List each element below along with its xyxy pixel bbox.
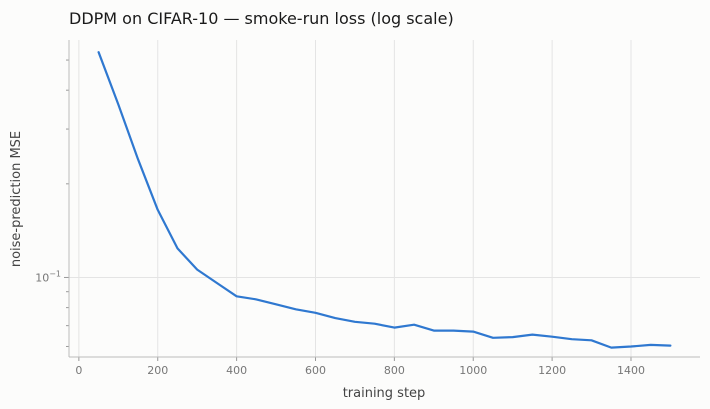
chart-title: DDPM on CIFAR-10 — smoke-run loss (log s… [69,9,454,28]
grid-lines [69,40,700,357]
x-tick-label: 1000 [459,364,487,377]
x-axis-label: training step [343,386,426,401]
x-tick-label: 0 [75,364,82,377]
axis-ticks: 0 200 400 600 800 1000 1200 1400 10−1 [35,59,645,377]
x-tick-label: 200 [147,364,168,377]
y-tick-label: 10−1 [35,269,61,284]
x-tick-label: 600 [305,364,326,377]
loss-line [97,51,672,349]
x-tick-label: 1400 [617,364,645,377]
x-tick-label: 800 [384,364,405,377]
y-axis-label: noise-prediction MSE [9,131,24,267]
series-layer [97,51,672,349]
x-tick-label: 400 [226,364,247,377]
x-tick-label: 1200 [538,364,566,377]
